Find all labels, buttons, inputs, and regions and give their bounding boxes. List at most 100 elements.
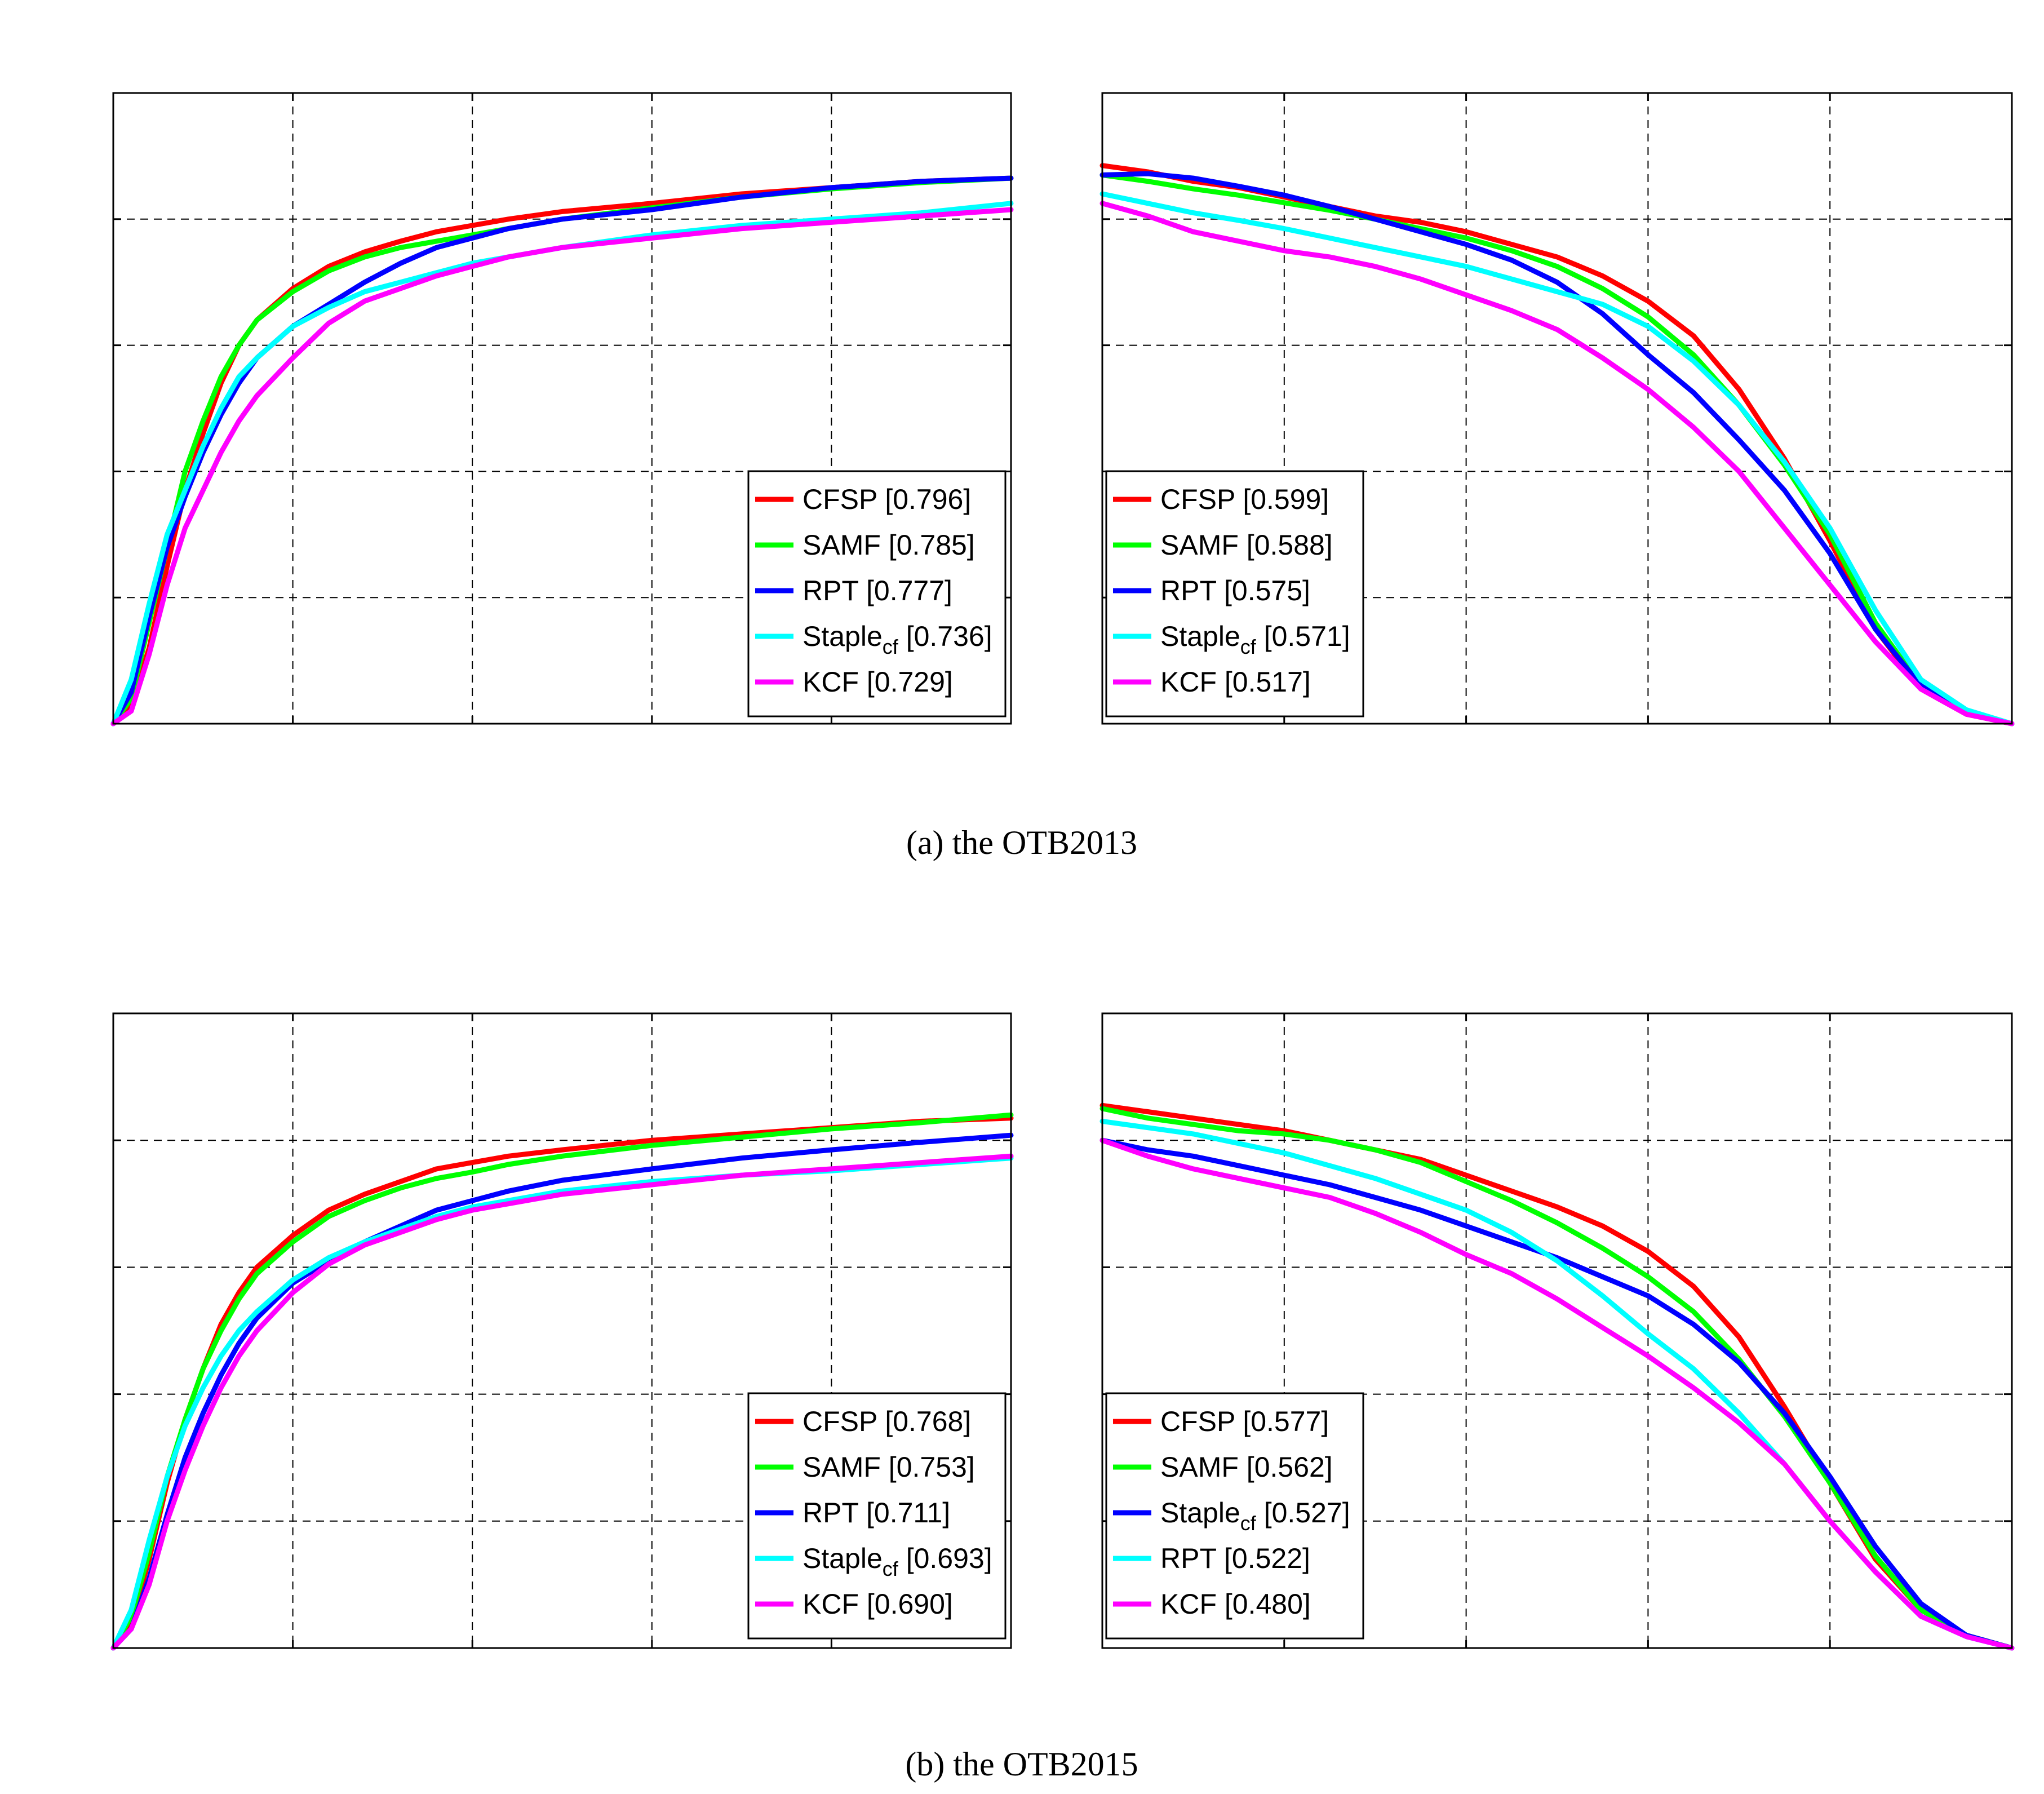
series-line-kcf <box>110 207 1014 727</box>
caption-b: (b) the OTB2015 <box>905 1746 1138 1783</box>
series-line-samf <box>1099 1106 2015 1651</box>
legend-label: CFSP [0.577] <box>1160 1406 1329 1437</box>
legend-subscript: cf <box>1240 1512 1257 1535</box>
legend-name: RPT <box>802 1497 858 1529</box>
chart-precision-otb2015: CFSP [0.768] SAMF [0.753] RPT [0.711] Stapl… <box>110 1012 1014 1651</box>
legend-label: KCF [0.517] <box>1160 666 1311 698</box>
legend-item: RPT [0.711] <box>755 1497 950 1529</box>
legend-name: Staple <box>1160 621 1240 652</box>
legend-name: KCF <box>802 1588 859 1620</box>
legend-score: [0.785] <box>881 529 975 561</box>
legend-item: RPT [0.777] <box>755 575 952 606</box>
legend-score: [0.796] <box>877 484 971 515</box>
legend-name: RPT <box>802 575 858 606</box>
legend-name: RPT <box>1160 1543 1216 1574</box>
legend-label: SAMF [0.753] <box>802 1451 975 1483</box>
legend-score: [0.711] <box>858 1497 950 1529</box>
legend-name: KCF <box>1160 1588 1217 1620</box>
legend-item: SAMF [0.785] <box>755 529 975 561</box>
legend-score: [0.562] <box>1239 1451 1333 1483</box>
series-line-kcf <box>1099 1137 2015 1651</box>
legend-box <box>1105 1392 1364 1640</box>
legend-label: Staplecf [0.527] <box>1160 1497 1350 1535</box>
legend-label: KCF [0.480] <box>1160 1588 1311 1620</box>
legend-name: SAMF <box>1160 529 1239 561</box>
legend-score: [0.577] <box>1235 1406 1329 1437</box>
legend-score: [0.690] <box>859 1588 953 1620</box>
axes-frame <box>1101 1012 2013 1649</box>
legend-item: Staplecf [0.736] <box>755 621 992 658</box>
series-line-kcf <box>1099 201 2015 727</box>
legend-score: [0.753] <box>881 1451 975 1483</box>
series-line-samf <box>1099 172 2015 727</box>
legend-item: RPT [0.575] <box>1113 575 1310 606</box>
legend-score: [0.768] <box>877 1406 971 1437</box>
legend-label: SAMF [0.588] <box>1160 529 1333 561</box>
series-line-kcf <box>110 1153 1014 1651</box>
legend-score: [0.575] <box>1216 575 1310 606</box>
legend-subscript: cf <box>1240 635 1257 658</box>
legend-label: RPT [0.522] <box>1160 1543 1310 1574</box>
axes-frame <box>112 92 1012 725</box>
legend-label: RPT [0.777] <box>802 575 952 606</box>
legend-item: SAMF [0.562] <box>1113 1451 1333 1483</box>
legend-label: CFSP [0.768] <box>802 1406 971 1437</box>
legend-label: SAMF [0.562] <box>1160 1451 1333 1483</box>
legend-score: [0.480] <box>1217 1588 1311 1620</box>
legend-name: CFSP <box>1160 484 1235 515</box>
legend-item: CFSP [0.599] <box>1113 484 1329 515</box>
legend-name: RPT <box>1160 575 1216 606</box>
legend-name: KCF <box>802 666 859 698</box>
legend-name: CFSP <box>802 484 877 515</box>
legend-item: KCF [0.480] <box>1113 1588 1311 1620</box>
legend-label: CFSP [0.796] <box>802 484 971 515</box>
legend-label: KCF [0.690] <box>802 1588 953 1620</box>
legend-score: [0.517] <box>1217 666 1311 698</box>
legend-score: [0.522] <box>1216 1543 1310 1574</box>
chart-success-otb2015: CFSP [0.577] SAMF [0.562] Staplecf [0.527]… <box>1099 1012 2015 1651</box>
legend-subscript: cf <box>883 1557 899 1580</box>
legend-box <box>747 1392 1007 1640</box>
legend-item: RPT [0.522] <box>1113 1543 1310 1574</box>
legend-box <box>1105 470 1364 717</box>
series-line-staple <box>110 201 1014 727</box>
legend-name: CFSP <box>1160 1406 1235 1437</box>
legend-score: [0.599] <box>1235 484 1329 515</box>
legend: CFSP [0.577] SAMF [0.562] Staplecf [0.527]… <box>1105 1392 1364 1640</box>
legend-score: [0.736] <box>898 621 992 652</box>
legend-box <box>747 470 1007 717</box>
legend-name: SAMF <box>1160 1451 1239 1483</box>
legend-name: Staple <box>802 621 883 652</box>
series-line-rpt <box>1099 171 2015 727</box>
axes-frame <box>112 1012 1012 1649</box>
legend-score: [0.571] <box>1256 621 1350 652</box>
legend-item: CFSP [0.796] <box>755 484 971 515</box>
legend-item: SAMF [0.588] <box>1113 529 1333 561</box>
legend: CFSP [0.599] SAMF [0.588] RPT [0.575] Stapl… <box>1105 470 1364 717</box>
legend-item: KCF [0.517] <box>1113 666 1311 698</box>
caption-a: (a) the OTB2013 <box>906 824 1137 861</box>
chart-precision-otb2013: CFSP [0.796] SAMF [0.785] RPT [0.777] Stapl… <box>110 92 1014 727</box>
legend-score: [0.527] <box>1256 1497 1350 1529</box>
legend-label: CFSP [0.599] <box>1160 484 1329 515</box>
legend-label: RPT [0.711] <box>802 1497 950 1529</box>
legend-subscript: cf <box>883 635 899 658</box>
legend-item: Staplecf [0.527] <box>1113 1497 1350 1535</box>
legend-score: [0.729] <box>859 666 953 698</box>
legend-name: SAMF <box>802 529 881 561</box>
axes-frame <box>1101 92 2013 725</box>
legend-name: Staple <box>1160 1497 1240 1529</box>
legend-label: RPT [0.575] <box>1160 575 1310 606</box>
legend-item: KCF [0.729] <box>755 666 953 698</box>
legend-item: Staplecf [0.571] <box>1113 621 1350 658</box>
legend-score: [0.588] <box>1239 529 1333 561</box>
legend-name: Staple <box>802 1543 883 1574</box>
legend-item: CFSP [0.768] <box>755 1406 971 1437</box>
series-line-staple <box>1099 191 2015 727</box>
legend-label: SAMF [0.785] <box>802 529 975 561</box>
legend-item: Staplecf [0.693] <box>755 1543 992 1580</box>
legend-item: KCF [0.690] <box>755 1588 953 1620</box>
legend-label: KCF [0.729] <box>802 666 953 698</box>
legend: CFSP [0.796] SAMF [0.785] RPT [0.777] Stapl… <box>747 470 1007 717</box>
